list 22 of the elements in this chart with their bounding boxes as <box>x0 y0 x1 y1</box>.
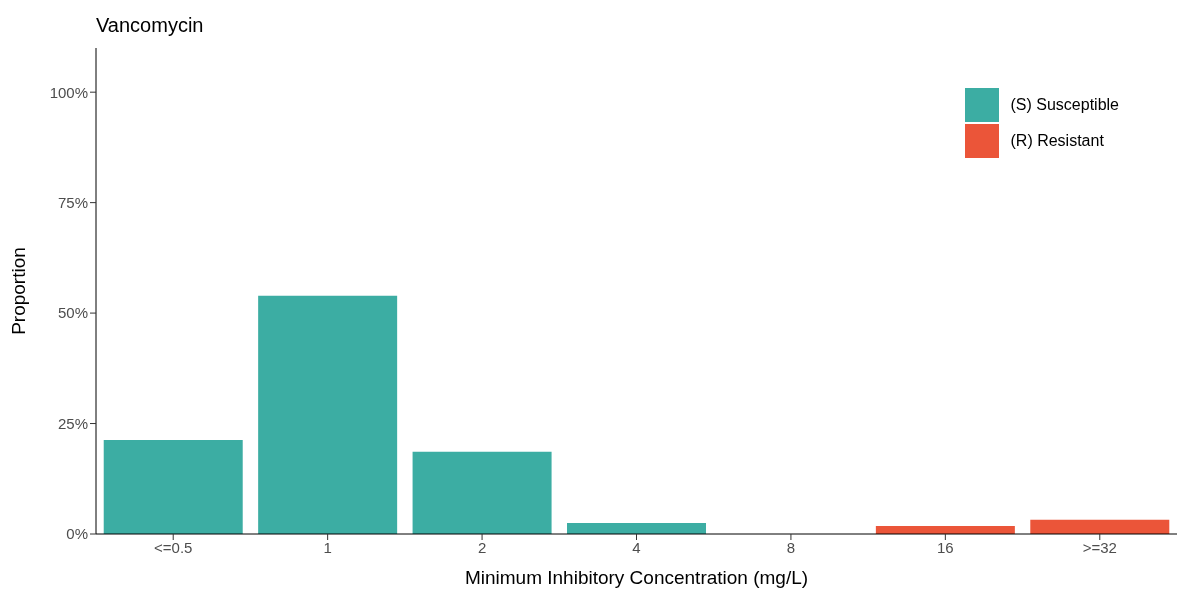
y-axis-title: Proportion <box>7 247 29 335</box>
bar <box>567 522 707 534</box>
bar <box>1030 519 1170 534</box>
bar <box>103 439 243 534</box>
chart-title: Vancomycin <box>96 14 204 37</box>
x-axis-title: Minimum Inhibitory Concentration (mg/L) <box>464 567 809 588</box>
bar <box>258 295 398 534</box>
x-tick-label: 2 <box>477 538 487 556</box>
legend-label: (S) Susceptible <box>1010 96 1119 114</box>
x-tick-label: 4 <box>632 538 641 556</box>
y-tick-label: 100% <box>49 83 88 101</box>
x-tick-label: 1 <box>323 538 332 556</box>
x-tick-label: >=32 <box>1082 538 1117 556</box>
x-tick-label: 8 <box>786 538 796 556</box>
y-tick-label: 50% <box>57 304 88 322</box>
y-tick-label: 25% <box>57 414 88 432</box>
x-tick-label: 16 <box>937 538 954 556</box>
y-tick-label: 75% <box>57 193 88 211</box>
x-tick-label: <=0.5 <box>154 538 193 556</box>
y-tick-label: 0% <box>66 525 88 543</box>
bar <box>412 451 552 534</box>
legend-label: (R) Resistant <box>1010 132 1104 150</box>
